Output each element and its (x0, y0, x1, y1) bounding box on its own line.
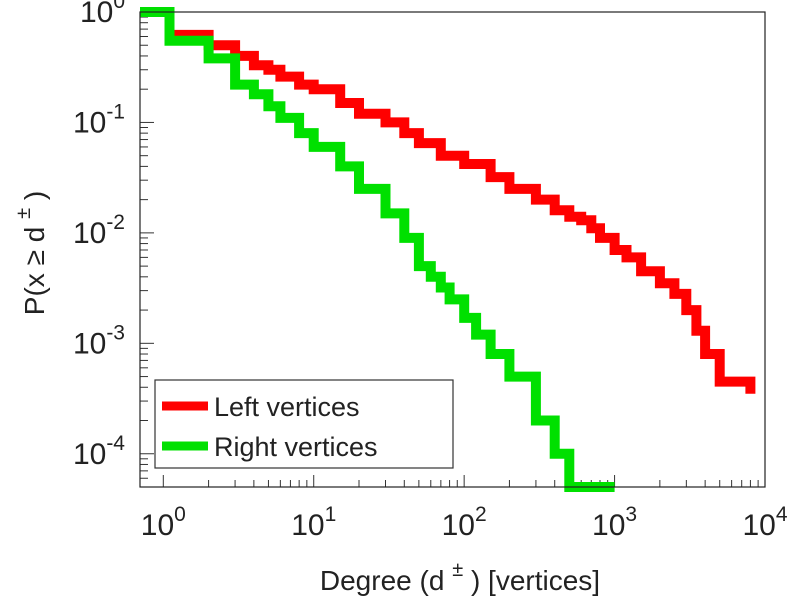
x-axis-label-sup: ± (452, 559, 463, 581)
legend: Left vertices Right vertices (154, 379, 454, 469)
x-tick-label: 102 (442, 503, 487, 542)
y-tick-label: 100 (80, 0, 125, 29)
y-tick-label: 10-1 (73, 100, 125, 139)
y-tick-label: 10-3 (73, 321, 125, 360)
tick-labels: 100 101 102 103 104 100 10-1 10-2 10-3 10-4 (73, 0, 788, 542)
y-tick-label: 10-2 (73, 211, 125, 250)
x-axis-label: Degree (d ± ) [vertices] (320, 551, 600, 596)
y-axis-label-sup: ± (13, 208, 35, 219)
x-tick-label: 101 (291, 503, 336, 542)
series-left-vertices (140, 7, 756, 394)
plot-box (139, 11, 766, 488)
legend-label-left-vertices: Left vertices (214, 392, 360, 422)
y-tick-label: 10-4 (73, 432, 125, 471)
y-axis-label-suffix: ) (19, 191, 50, 200)
legend-box (154, 379, 454, 469)
x-tick-label: 103 (592, 503, 637, 542)
y-axis-label: P(x ≥ d ± ) (5, 191, 50, 315)
x-axis-label-main: Degree (d (320, 565, 445, 596)
x-tick-label: 100 (141, 503, 186, 542)
legend-label-right-vertices: Right vertices (214, 432, 378, 462)
y-axis-label-main: P(x ≥ d (19, 227, 50, 316)
series-right-vertices (140, 7, 615, 492)
series-layer (140, 7, 756, 492)
x-tick-label: 104 (742, 503, 787, 542)
x-axis-label-suffix: ) [vertices] (471, 565, 600, 596)
